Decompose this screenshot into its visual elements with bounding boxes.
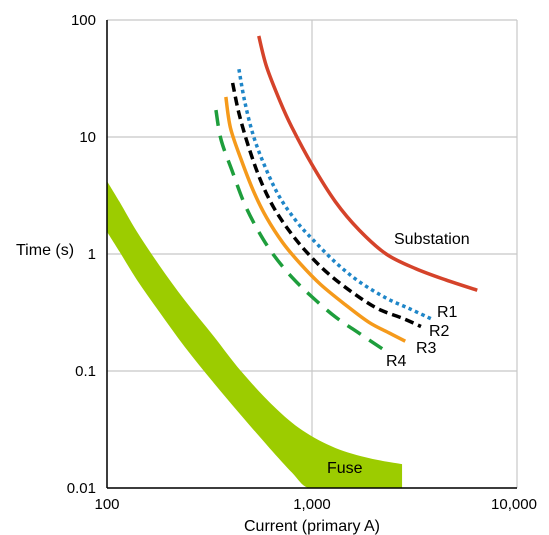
y-axis-title: Time (s) (16, 242, 74, 259)
series-line-r2 (230, 82, 422, 329)
y-tick-labels: 100 10 1 0.1 0.01 (67, 12, 96, 497)
fuse-band-layer (107, 181, 403, 488)
series-line-substation (257, 35, 478, 292)
series-annotations: Substation R1 R2 R3 R4 Fuse (327, 231, 470, 477)
series-label-r4: R4 (386, 353, 407, 370)
y-tick-label: 10 (79, 129, 96, 146)
y-tick-label: 0.01 (67, 480, 96, 497)
x-axis-title: Current (primary A) (244, 518, 380, 535)
x-tick-label: 100 (94, 496, 119, 513)
series-line-r3 (224, 96, 407, 343)
series-line-r4 (214, 109, 384, 351)
series-label-substation: Substation (394, 231, 470, 248)
x-tick-label: 10,000 (491, 496, 537, 513)
band-label-fuse: Fuse (327, 460, 363, 477)
series-layer (214, 35, 478, 351)
fuse-band (107, 181, 403, 488)
y-tick-label: 100 (71, 12, 96, 29)
grid-lines (106, 19, 518, 489)
y-tick-label: 0.1 (75, 363, 96, 380)
x-tick-labels: 100 1,000 10,000 (94, 496, 536, 513)
series-label-r1: R1 (437, 304, 458, 321)
series-line-r1 (237, 68, 432, 321)
series-label-r3: R3 (416, 340, 437, 357)
y-tick-label: 1 (88, 246, 96, 263)
x-tick-label: 1,000 (293, 496, 331, 513)
series-label-r2: R2 (429, 323, 450, 340)
axis-lines (106, 20, 517, 489)
